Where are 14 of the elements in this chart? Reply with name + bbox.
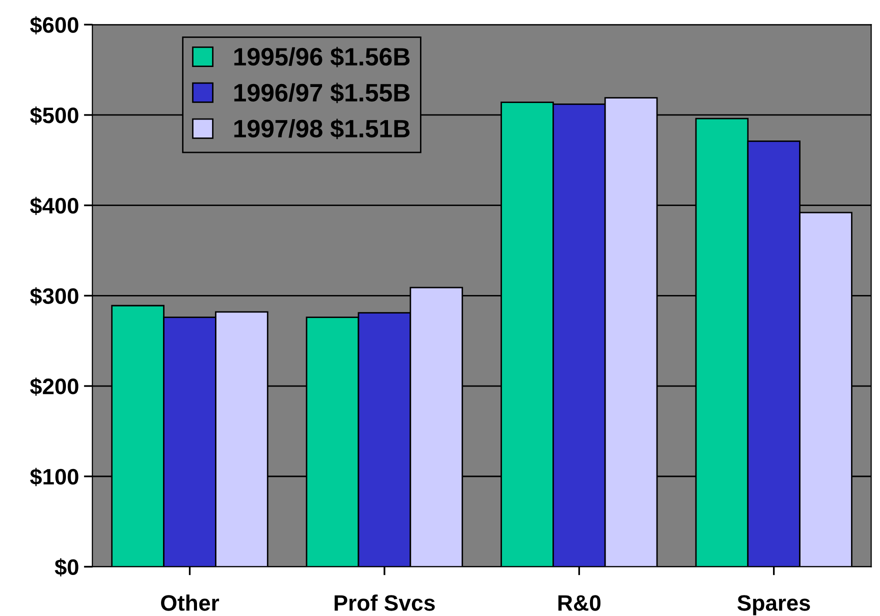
y-tick-label: $100 [30,468,78,486]
x-tick-label: Spares [737,595,810,616]
y-tick-label: $500 [30,106,78,125]
y-tick-label: $0 [54,558,78,576]
y-tick-label: $200 [30,378,78,396]
y-tick-label: $300 [30,287,78,306]
legend-label: 1996/97 $1.55B [234,82,410,104]
y-tick-label: $400 [30,196,78,216]
x-tick-label: Prof Svcs [334,594,435,611]
x-tick-label: Other [161,594,220,611]
legend-label: 1995/96 $1.56B [234,46,410,68]
y-tick-label: $600 [30,16,78,34]
x-tick-label: R&0 [558,595,600,611]
legend-label: 1997/98 $1.51B [234,118,410,140]
